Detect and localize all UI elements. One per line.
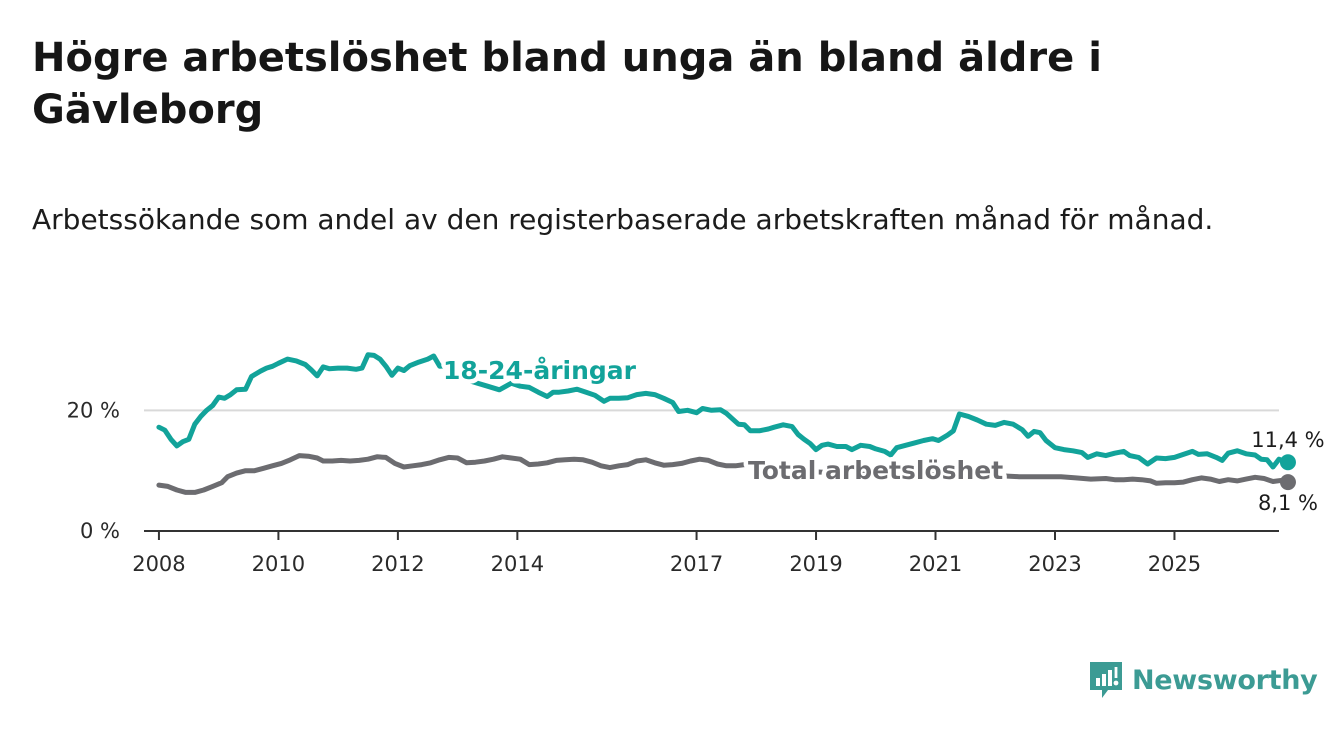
newsworthy-logo-icon bbox=[1090, 662, 1122, 698]
chart-title: Högre arbetslöshet bland unga än bland ä… bbox=[32, 35, 1102, 133]
x-tick-label: 2012 bbox=[371, 552, 424, 576]
x-tick-label: 2025 bbox=[1148, 552, 1201, 576]
series-layer bbox=[156, 352, 1296, 495]
x-tick-label: 2021 bbox=[909, 552, 962, 576]
end-value-label-youth: 11,4 % bbox=[1251, 428, 1324, 452]
x-tick-label: 2017 bbox=[670, 552, 723, 576]
x-tick-label: 2010 bbox=[252, 552, 305, 576]
series-line-total bbox=[156, 453, 1291, 495]
brand-name: Newsworthy bbox=[1132, 664, 1318, 696]
series-label-total-halo: Total arbetslöshet bbox=[748, 456, 1003, 485]
series-label-youth-halo: 18-24-åringar bbox=[443, 356, 637, 385]
y-tick-label: 20 % bbox=[67, 398, 120, 422]
series-label-total: Total arbetslöshet bbox=[748, 456, 1003, 485]
end-point-youth bbox=[1279, 454, 1296, 471]
chart-subtitle: Arbetssökande som andel av den registerb… bbox=[32, 203, 1214, 236]
x-tick-label: 2019 bbox=[789, 552, 842, 576]
series-label-youth: 18-24-åringar bbox=[443, 356, 637, 385]
series-line-youth bbox=[156, 352, 1291, 470]
x-tick-label: 2008 bbox=[132, 552, 185, 576]
x-tick-label: 2014 bbox=[491, 552, 544, 576]
y-tick-label: 0 % bbox=[80, 519, 120, 543]
x-tick-label: 2023 bbox=[1028, 552, 1081, 576]
end-point-total bbox=[1279, 474, 1296, 491]
brand-logo: Newsworthy bbox=[1088, 660, 1318, 700]
end-value-label-total: 8,1 % bbox=[1258, 491, 1318, 515]
axis-layer: 0 % 20 % 2008 2010 2012 2014 2017 2019 2021 2023 2… bbox=[67, 398, 1279, 576]
line-chart: 0 % 20 % 2008 2010 2012 2014 2017 2019 2021 2023 2… bbox=[67, 352, 1325, 577]
